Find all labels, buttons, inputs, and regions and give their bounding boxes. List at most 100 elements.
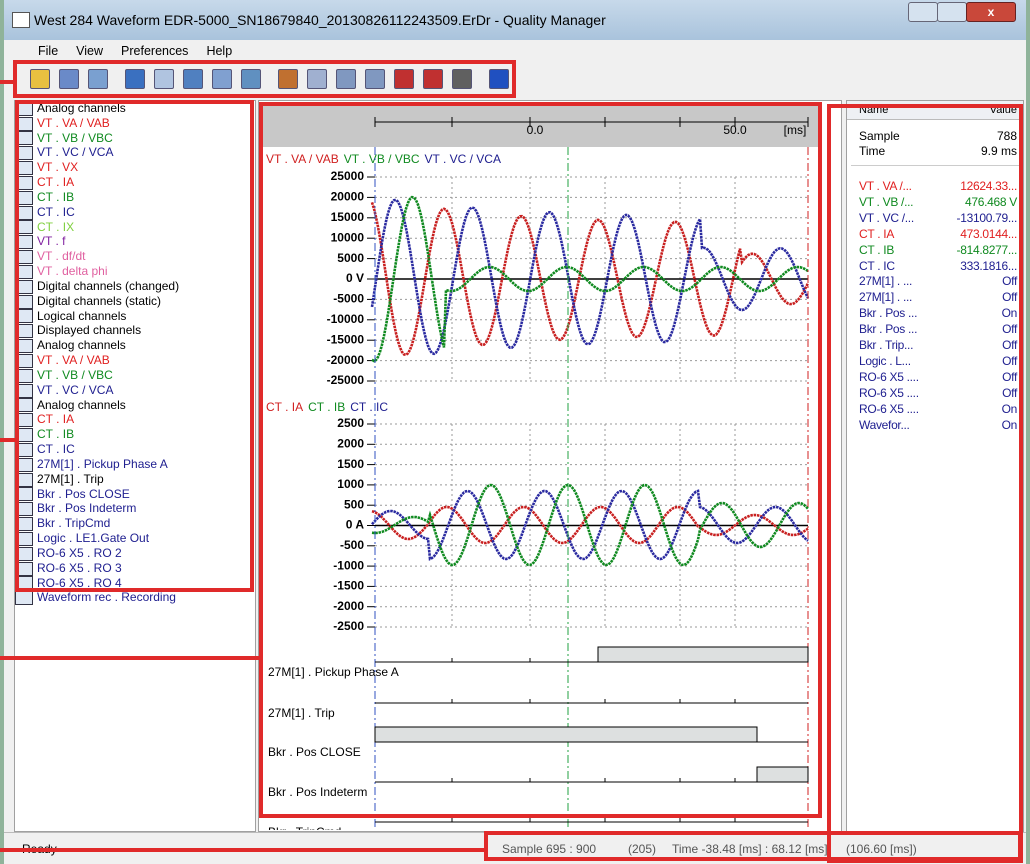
- toolbar-button[interactable]: [394, 69, 414, 89]
- tree-item[interactable]: VT . VC / VCA: [15, 383, 255, 398]
- row-name: 27M[1] . ...: [859, 274, 913, 289]
- y-tick-label: -20000: [327, 353, 365, 367]
- row-value: On: [1001, 417, 1018, 432]
- tree-label: Analog channels: [37, 101, 126, 115]
- toolbar-button[interactable]: [154, 69, 174, 89]
- toolbar-button[interactable]: [183, 69, 203, 89]
- toolbar-button[interactable]: [88, 69, 108, 89]
- tree-item[interactable]: Waveform rec . Recording: [15, 590, 255, 606]
- legend-item: VT . VC / VCA: [425, 152, 501, 166]
- toolbar-button[interactable]: [489, 69, 509, 89]
- menu-item[interactable]: View: [76, 44, 104, 58]
- legend-item: VT . VA / VAB: [266, 152, 339, 166]
- tree-item[interactable]: VT . VB / VBC: [15, 131, 255, 146]
- tree-item[interactable]: VT . f: [15, 234, 255, 250]
- tree-item[interactable]: CT . IC: [15, 205, 255, 220]
- tree-label: VT . VB / VBC: [37, 367, 113, 382]
- waveform: [371, 483, 809, 567]
- toolbar: [30, 66, 510, 92]
- status-time: Time -38.48 [ms] : 68.12 [ms]: [672, 842, 828, 856]
- tree-item[interactable]: RO-6 X5 . RO 2: [15, 546, 255, 561]
- tree-item[interactable]: CT . IC: [15, 442, 255, 457]
- row-name: VT . VC /...: [859, 210, 914, 225]
- row-value: On: [1001, 306, 1018, 321]
- y-tick-label: 15000: [331, 210, 365, 224]
- tree-label: Bkr . TripCmd: [37, 516, 111, 531]
- row-value: Off: [1002, 369, 1017, 384]
- tree-item[interactable]: CT . IA: [15, 412, 255, 428]
- close-button[interactable]: x: [966, 2, 1016, 22]
- row-name: VT . VB /...: [859, 194, 914, 209]
- toolbar-button[interactable]: [241, 69, 261, 89]
- tree-item[interactable]: VT . VA / VAB: [15, 116, 255, 131]
- y-tick-label: -2500: [333, 619, 364, 633]
- toolbar-button[interactable]: [336, 69, 356, 89]
- tree-item[interactable]: Bkr . Pos CLOSE: [15, 487, 255, 502]
- chart: 0.0 50.0 [ms] VT . VA / VAB VT . VB / VBC VT …: [262, 103, 818, 830]
- row-name: RO-6 X5 ....: [859, 369, 919, 384]
- pointer-line: [0, 656, 260, 660]
- tree-item[interactable]: RO-6 X5 . RO 4: [15, 576, 255, 591]
- menu-item[interactable]: File: [38, 44, 59, 58]
- tree-item[interactable]: 27M[1] . Trip: [15, 472, 255, 487]
- tree-label: CT . IB: [37, 427, 75, 442]
- tree-item[interactable]: Bkr . TripCmd: [15, 516, 255, 532]
- toolbar-button[interactable]: [59, 69, 79, 89]
- tree-label: Bkr . Pos CLOSE: [37, 486, 130, 501]
- tree-item[interactable]: 27M[1] . Pickup Phase A: [15, 457, 255, 472]
- waveform: [371, 489, 809, 561]
- menu-item[interactable]: Help: [206, 44, 233, 58]
- toolbar-button[interactable]: [278, 69, 298, 89]
- tree-item[interactable]: VT . df/dt: [15, 249, 255, 265]
- tree-item[interactable]: RO-6 X5 . RO 3: [15, 561, 255, 576]
- tree-item[interactable]: CT . IA: [15, 175, 255, 190]
- legend-item: CT . IA: [266, 400, 303, 414]
- row-value: Off: [1002, 385, 1017, 400]
- legend-item: CT . IC: [350, 400, 388, 414]
- row-value: Off: [1002, 338, 1017, 352]
- digital-label: Bkr . Pos Indeterm: [268, 785, 367, 799]
- status-count: (205): [628, 842, 657, 856]
- toolbar-button[interactable]: [125, 69, 145, 89]
- menu-item[interactable]: Preferences: [121, 44, 189, 58]
- toolbar-button[interactable]: [307, 69, 327, 89]
- highlight-status: [484, 831, 1022, 861]
- row-name: RO-6 X5 ....: [859, 385, 919, 400]
- toolbar-button[interactable]: [30, 69, 50, 89]
- y-tick-label: 1000: [337, 477, 364, 491]
- tree-item[interactable]: Analog channels: [15, 101, 255, 116]
- tree-item[interactable]: Analog channels: [15, 338, 255, 354]
- minimize-button[interactable]: [908, 2, 938, 22]
- digital-state-bar: [374, 726, 758, 743]
- digital-state-bar: [597, 646, 809, 663]
- tree-label: Analog channels: [37, 397, 126, 412]
- y-tick-label: 2000: [337, 436, 364, 450]
- tree-item[interactable]: Displayed channels: [15, 323, 255, 339]
- tree-item[interactable]: Digital channels (changed): [15, 279, 255, 294]
- tree-item[interactable]: CT . IB: [15, 190, 255, 205]
- channel-tree: Analog channels VT . VA / VAB VT . VB / VB…: [14, 100, 256, 832]
- digital-label: Bkr . Pos CLOSE: [268, 745, 361, 759]
- tree-label: RO-6 X5 . RO 3: [37, 560, 122, 575]
- tree-label: Digital channels (changed): [37, 278, 180, 293]
- digital-label: 27M[1] . Trip: [268, 706, 335, 720]
- toolbar-button[interactable]: [423, 69, 443, 89]
- tree-label: Logical channels: [37, 308, 127, 323]
- tree-label: CT . IB: [37, 189, 75, 204]
- y-tick-label: 0 V: [346, 271, 364, 285]
- toolbar-button[interactable]: [365, 69, 385, 89]
- row-name: Logic . L...: [859, 353, 911, 368]
- waveform: [371, 505, 809, 545]
- tree-item[interactable]: Bkr . Pos Indeterm: [15, 501, 255, 517]
- tree-item[interactable]: Digital channels (static): [15, 294, 255, 309]
- maximize-button[interactable]: [937, 2, 967, 22]
- toolbar-button[interactable]: [212, 69, 232, 89]
- row-value: Off: [1002, 274, 1017, 289]
- toolbar-button[interactable]: [452, 69, 472, 89]
- tree-item[interactable]: Logic . LE1.Gate Out: [15, 531, 255, 546]
- legend-item: VT . VB / VBC: [344, 152, 420, 166]
- tree-label: CT . IA: [37, 412, 75, 427]
- row-name: Bkr . Trip...: [859, 338, 914, 352]
- tree-label: CT . IC: [37, 442, 75, 457]
